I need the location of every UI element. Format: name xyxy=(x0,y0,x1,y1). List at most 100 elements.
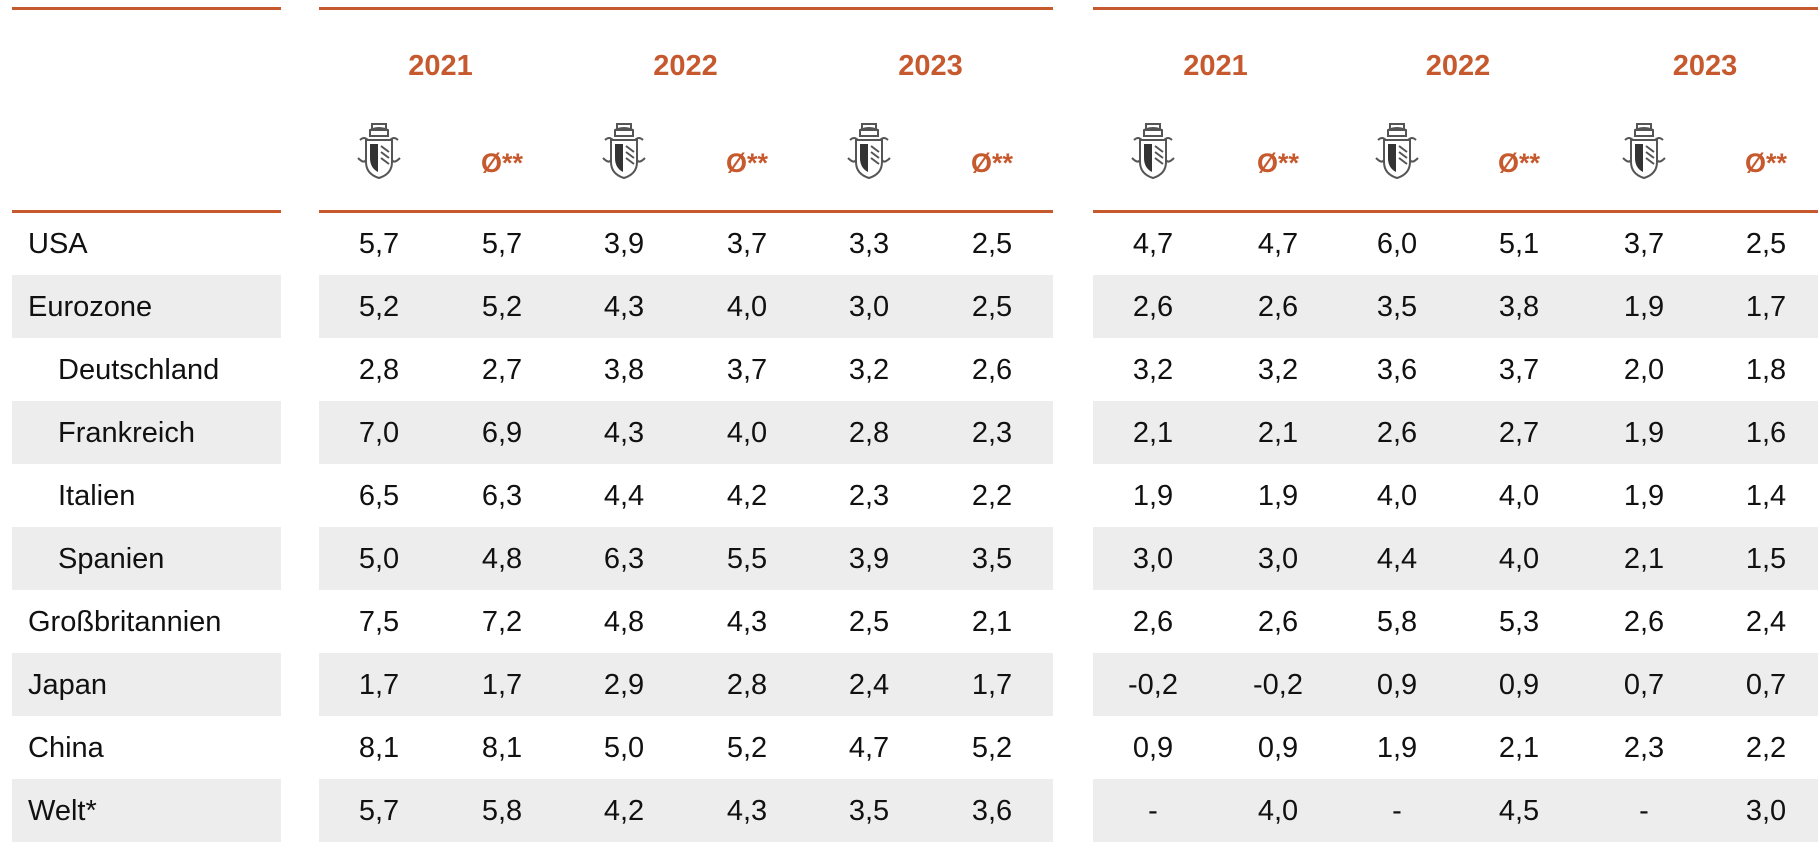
cell-value: 2,7 xyxy=(1498,417,1540,449)
row-label: Frankreich xyxy=(58,417,195,449)
header-rule xyxy=(319,210,1053,213)
cell-value: 6,3 xyxy=(481,480,523,512)
cell-value: 6,0 xyxy=(1376,228,1418,260)
cell-value: 3,2 xyxy=(848,354,890,386)
cell-value: 2,0 xyxy=(1623,354,1665,386)
cell-value: 4,0 xyxy=(1498,480,1540,512)
row-stripe xyxy=(319,527,1053,590)
cell-value: 5,7 xyxy=(358,795,400,827)
cell-value: 5,2 xyxy=(971,732,1013,764)
year-header: 2023 xyxy=(898,50,963,82)
cell-value: 5,7 xyxy=(358,228,400,260)
cell-value: -0,2 xyxy=(1128,669,1178,701)
year-header: 2022 xyxy=(1425,50,1491,82)
row-label: Welt* xyxy=(28,795,97,827)
cell-value: 3,5 xyxy=(971,543,1013,575)
cell-value: 3,2 xyxy=(1257,354,1299,386)
cell-value: 1,9 xyxy=(1623,417,1665,449)
cell-value: 2,5 xyxy=(848,606,890,638)
row-stripe xyxy=(1093,527,1818,590)
cell-value: 2,2 xyxy=(1745,732,1787,764)
cell-value: 5,2 xyxy=(726,732,768,764)
cell-value: - xyxy=(1148,795,1158,827)
cell-value: 4,7 xyxy=(1132,228,1174,260)
cell-value: 3,3 xyxy=(848,228,890,260)
cell-value: 3,5 xyxy=(848,795,890,827)
cell-value: 2,6 xyxy=(1257,291,1299,323)
cell-value: 3,7 xyxy=(726,354,768,386)
top-rule xyxy=(1093,7,1818,10)
cell-value: 3,6 xyxy=(971,795,1013,827)
average-header: Ø** xyxy=(970,148,1014,178)
cell-value: 1,9 xyxy=(1623,291,1665,323)
cell-value: 1,6 xyxy=(1745,417,1787,449)
cell-value: 5,5 xyxy=(726,543,768,575)
cell-value: 4,0 xyxy=(726,291,768,323)
crest-icon xyxy=(844,120,894,182)
cell-value: 5,1 xyxy=(1498,228,1540,260)
crest xyxy=(1372,120,1422,182)
top-rule xyxy=(12,7,281,10)
average-header: Ø** xyxy=(725,148,769,178)
cell-value: 3,8 xyxy=(1498,291,1540,323)
cell-value: 5,0 xyxy=(358,543,400,575)
cell-value: 2,8 xyxy=(358,354,400,386)
cell-value: 2,9 xyxy=(603,669,645,701)
row-stripe xyxy=(1093,401,1818,464)
cell-value: 8,1 xyxy=(358,732,400,764)
row-stripe xyxy=(12,653,281,716)
average-header: Ø** xyxy=(1744,148,1788,178)
cell-value: 1,8 xyxy=(1745,354,1787,386)
cell-value: 3,0 xyxy=(848,291,890,323)
cell-value: 4,8 xyxy=(481,543,523,575)
row-stripe xyxy=(12,401,281,464)
crest-icon xyxy=(354,120,404,182)
row-stripe xyxy=(1093,653,1818,716)
cell-value: 3,7 xyxy=(1623,228,1665,260)
cell-value: 1,9 xyxy=(1376,732,1418,764)
crest-icon xyxy=(599,120,649,182)
cell-value: 3,9 xyxy=(603,228,645,260)
average-header: Ø** xyxy=(480,148,524,178)
cell-value: 3,6 xyxy=(1376,354,1418,386)
row-stripe xyxy=(319,275,1053,338)
cell-value: 4,3 xyxy=(603,417,645,449)
cell-value: 0,7 xyxy=(1623,669,1665,701)
cell-value: 3,7 xyxy=(726,228,768,260)
cell-value: 2,1 xyxy=(1257,417,1299,449)
cell-value: 4,7 xyxy=(1257,228,1299,260)
cell-value: 3,8 xyxy=(603,354,645,386)
cell-value: 5,0 xyxy=(603,732,645,764)
cell-value: 4,3 xyxy=(603,291,645,323)
cell-value: 2,4 xyxy=(848,669,890,701)
cell-value: 5,2 xyxy=(358,291,400,323)
cell-value: 0,7 xyxy=(1745,669,1787,701)
cell-value: 3,0 xyxy=(1132,543,1174,575)
cell-value: 5,8 xyxy=(481,795,523,827)
cell-value: 0,9 xyxy=(1257,732,1299,764)
cell-value: 2,8 xyxy=(848,417,890,449)
cell-value: 1,4 xyxy=(1745,480,1787,512)
cell-value: 3,9 xyxy=(848,543,890,575)
cell-value: 2,1 xyxy=(1498,732,1540,764)
cell-value: - xyxy=(1639,795,1649,827)
row-label: Deutschland xyxy=(58,354,220,386)
cell-value: 1,7 xyxy=(481,669,523,701)
cell-value: 2,6 xyxy=(1257,606,1299,638)
cell-value: -0,2 xyxy=(1253,669,1303,701)
year-header: 2022 xyxy=(653,50,718,82)
row-label: USA xyxy=(28,228,88,260)
row-stripe xyxy=(319,779,1053,842)
year-header: 2021 xyxy=(1183,50,1248,82)
crest xyxy=(354,120,404,182)
cell-value: 0,9 xyxy=(1498,669,1540,701)
cell-value: 3,0 xyxy=(1257,543,1299,575)
row-stripe xyxy=(12,779,281,842)
cell-value: 2,1 xyxy=(1623,543,1665,575)
cell-value: 2,7 xyxy=(481,354,523,386)
year-header: 2023 xyxy=(1672,50,1738,82)
top-rule xyxy=(319,7,1053,10)
cell-value: 2,6 xyxy=(1132,291,1174,323)
cell-value: 5,2 xyxy=(481,291,523,323)
crest xyxy=(844,120,894,182)
